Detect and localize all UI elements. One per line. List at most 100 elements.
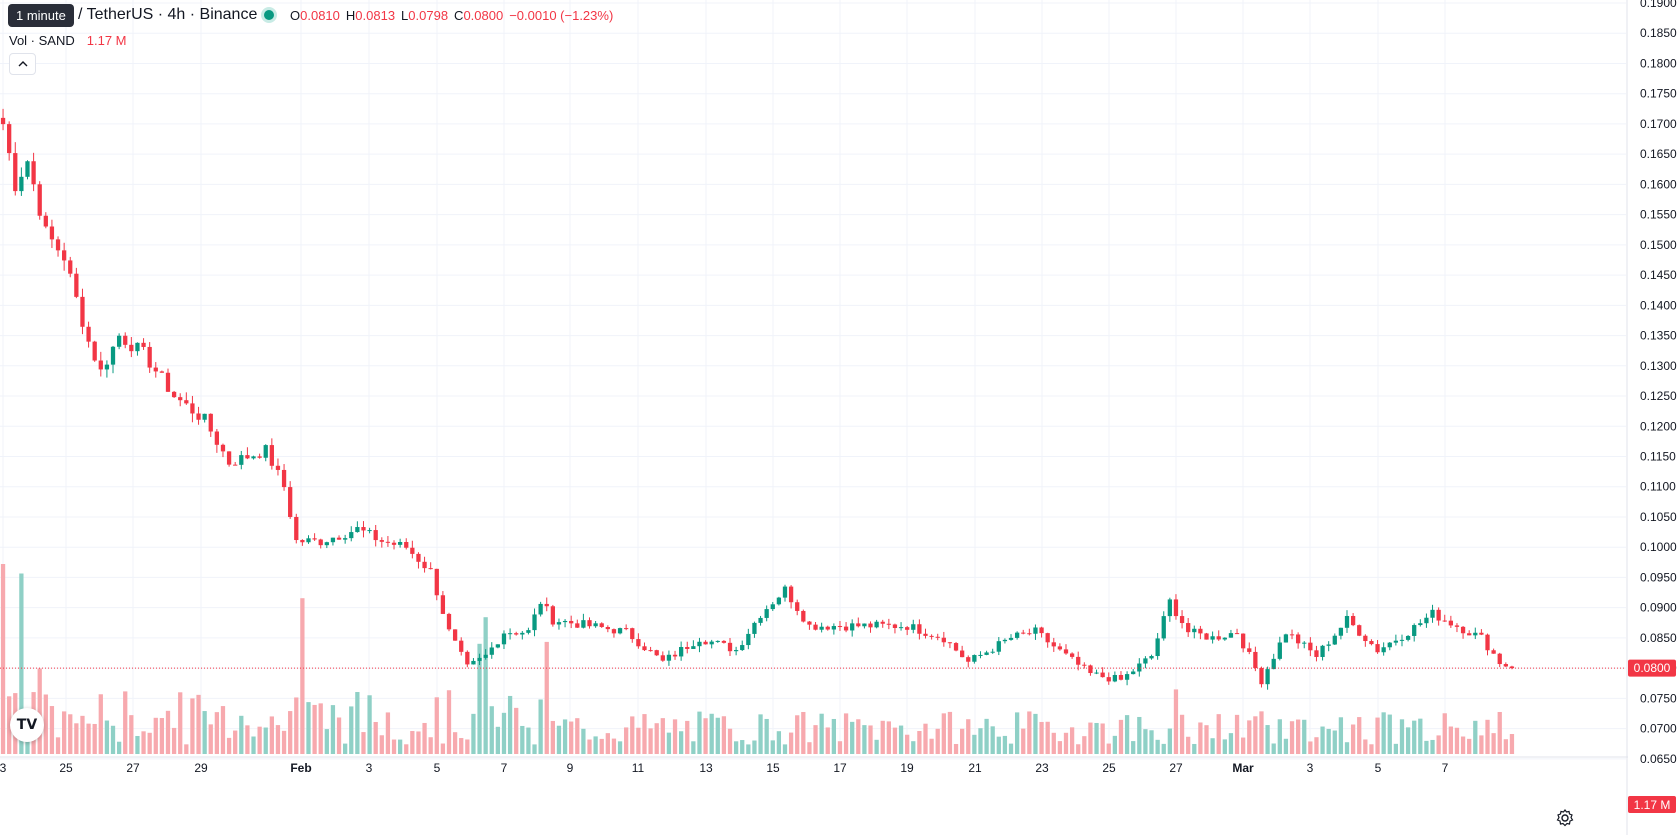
candle xyxy=(1241,633,1246,653)
candle xyxy=(544,597,549,612)
candle xyxy=(697,637,702,653)
volume-bar xyxy=(648,728,653,754)
candle xyxy=(1271,653,1276,670)
volume-bar xyxy=(1259,711,1264,754)
candle xyxy=(1418,619,1423,627)
candle xyxy=(1509,665,1515,670)
volume-bar xyxy=(935,728,940,754)
volume-bar xyxy=(544,641,549,754)
volume-legend[interactable]: Vol · SAND 1.17 M xyxy=(9,33,127,48)
volume-bar xyxy=(929,738,934,754)
volume-bar xyxy=(990,726,995,754)
candle xyxy=(80,288,85,335)
volume-bar xyxy=(1234,714,1240,754)
volume-bar xyxy=(520,725,525,754)
volume-bar xyxy=(556,725,562,754)
candle xyxy=(416,552,421,569)
volume-bar xyxy=(1069,727,1075,754)
market-status-dot-icon[interactable] xyxy=(264,10,274,20)
price-axis[interactable]: 0.1900 0.1850 0.1800 0.1750 0.1700 0.1650 0.16… xyxy=(1626,0,1677,835)
candle xyxy=(37,181,42,220)
price-tick-label: 0.1800 xyxy=(1640,56,1677,70)
volume-bar xyxy=(1253,716,1258,754)
volume-bar xyxy=(98,694,103,754)
volume-bar xyxy=(575,718,580,754)
volume-bar xyxy=(1247,720,1252,754)
candle xyxy=(746,628,751,650)
symbol-title[interactable]: / TetherUS · 4h · Binance xyxy=(78,6,258,23)
volume-bar xyxy=(86,723,91,754)
volume-bar xyxy=(391,739,397,754)
volume-bar xyxy=(1241,737,1246,754)
price-tick-label: 0.1750 xyxy=(1640,87,1677,101)
volume-value: 1.17 M xyxy=(86,33,127,48)
volume-bar xyxy=(996,736,1001,754)
volume-bar xyxy=(562,719,568,754)
candle xyxy=(404,538,409,550)
candle xyxy=(575,619,580,628)
candle xyxy=(31,152,36,192)
volume-bar xyxy=(1094,722,1099,754)
candle xyxy=(1454,623,1460,633)
time-tick-label: Mar xyxy=(1232,761,1254,775)
candle xyxy=(123,332,128,349)
candle xyxy=(489,642,494,659)
candle xyxy=(966,655,971,668)
collapse-legend-button[interactable] xyxy=(9,53,36,75)
candle xyxy=(159,370,165,373)
tradingview-logo[interactable]: TV xyxy=(10,708,44,742)
volume-bar xyxy=(856,719,861,754)
candle xyxy=(1057,643,1063,651)
candle xyxy=(611,628,617,638)
candle xyxy=(1247,642,1252,655)
volume-bar xyxy=(807,742,812,754)
candle xyxy=(471,658,476,665)
volume-bar xyxy=(459,738,464,754)
candle xyxy=(0,108,6,131)
candle xyxy=(440,591,446,614)
time-tick-label: 5 xyxy=(434,761,441,775)
gear-icon[interactable] xyxy=(1555,808,1575,828)
candle xyxy=(905,625,910,636)
volume-bar xyxy=(1442,713,1447,754)
candle xyxy=(1094,669,1099,675)
candle xyxy=(770,601,775,612)
candle xyxy=(1204,632,1209,640)
volume-bar xyxy=(770,740,775,754)
time-tick-label: 11 xyxy=(632,761,645,775)
volume-bar xyxy=(349,706,354,754)
volume-bar xyxy=(984,718,989,754)
volume-bar xyxy=(593,736,598,754)
candle xyxy=(1302,641,1307,649)
candle xyxy=(196,406,201,425)
volume-badge-value: 1.17 M xyxy=(1634,798,1671,812)
volume-bar xyxy=(1412,720,1417,754)
volume-bar xyxy=(1027,711,1032,754)
volume-bar xyxy=(1149,730,1154,754)
volume-bar xyxy=(843,713,849,754)
time-axis[interactable]: 3 25 27 29 Feb 3 5 7 9 11 13 15 17 19 21 23 25 27 Mar 3 5 7 xyxy=(0,756,1628,775)
candle xyxy=(874,619,879,629)
time-tick-label: 23 xyxy=(1035,761,1049,775)
candle xyxy=(92,340,97,362)
volume-bar xyxy=(153,717,158,754)
ohlc-low: L0.0798 xyxy=(401,8,449,23)
candle xyxy=(1027,628,1032,636)
volume-bar xyxy=(55,737,61,754)
volume-bar xyxy=(660,718,665,754)
volume-bar xyxy=(1173,689,1179,754)
candle xyxy=(49,219,55,249)
candle xyxy=(868,621,873,633)
candle xyxy=(813,622,818,631)
candle xyxy=(1039,626,1044,638)
volume-bar xyxy=(538,699,543,754)
candle xyxy=(691,640,696,650)
volume-bar xyxy=(550,720,555,754)
candle xyxy=(1375,640,1380,654)
volume-bar xyxy=(1021,728,1026,754)
candle xyxy=(1216,630,1221,641)
volume-bar xyxy=(471,713,476,754)
volume-bar xyxy=(92,723,97,754)
candle xyxy=(1106,672,1111,685)
